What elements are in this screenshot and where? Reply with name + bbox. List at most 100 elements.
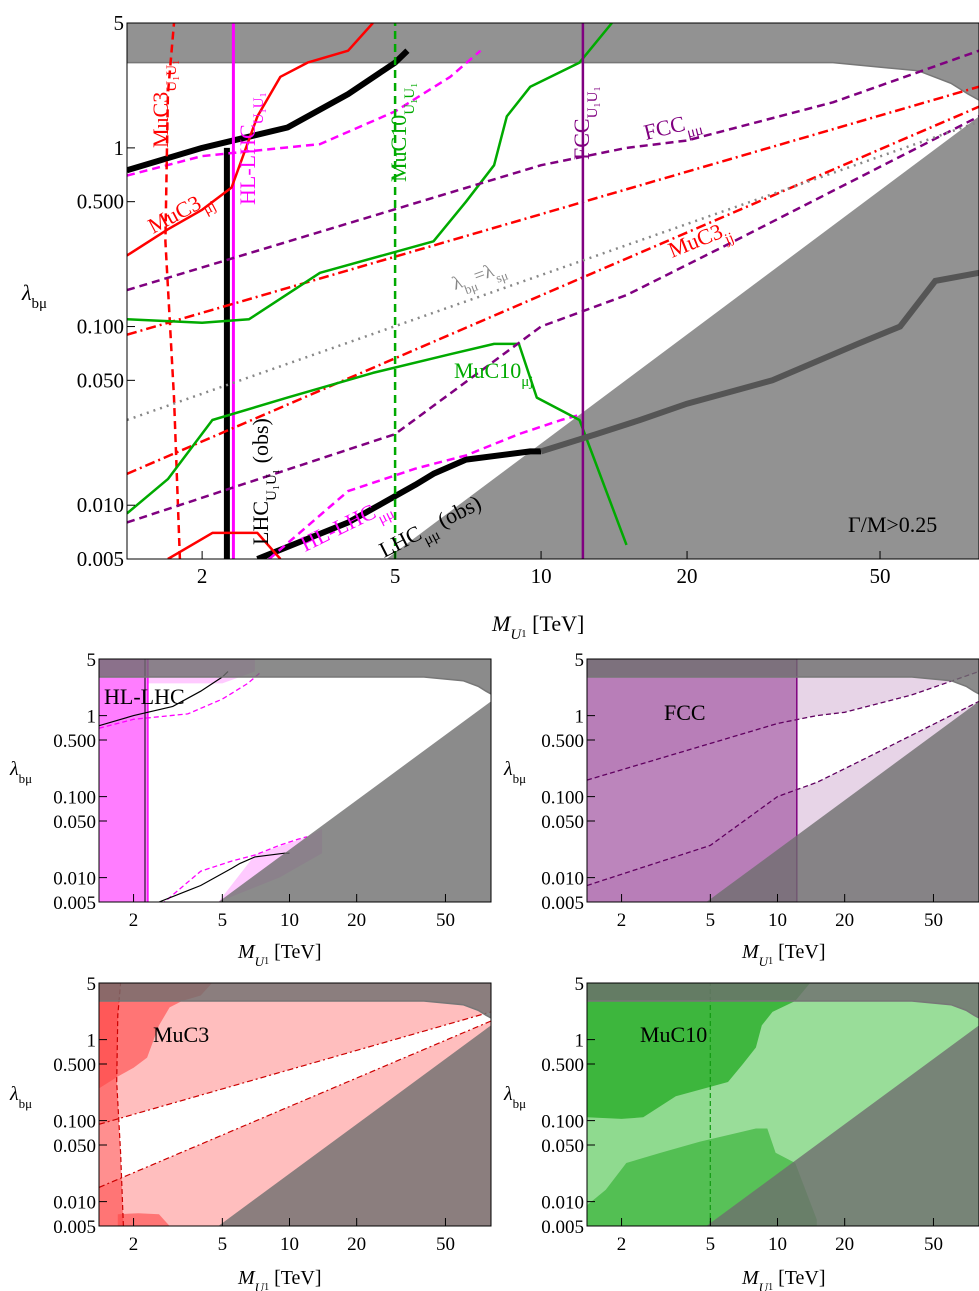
low-coupling-excluded-region: [706, 1025, 979, 1226]
panel-fcc-x-axis-title: MU1 [TeV]: [741, 941, 826, 969]
width-constraint-region: [127, 23, 979, 101]
y-tick-label: 0.010: [53, 1193, 96, 1214]
series-line: [127, 49, 482, 177]
y-tick-label: 5: [575, 650, 585, 671]
panel-muc10-x-axis-title: MU1 [TeV]: [741, 1267, 826, 1291]
hl-mm-line: [99, 671, 263, 729]
excluded-region-mj: [587, 983, 811, 1119]
panel-hl-lhc-x-ticks: 2 5 10 20 50: [129, 894, 455, 931]
x-tick-label: 10: [280, 1234, 299, 1255]
y-tick-label: 0.010: [541, 869, 584, 890]
y-tick-label: 5: [87, 974, 97, 995]
panel-hl-lhc-y-axis-title: λbμ: [9, 758, 32, 786]
panel-muc10-frame: [586, 982, 979, 1227]
x-tick-label: 5: [706, 1234, 716, 1255]
y-tick-label: 0.050: [541, 1136, 584, 1157]
panel-hl-lhc-title: HL-LHC: [104, 684, 185, 709]
main-series: [127, 23, 979, 559]
y-tick-label: 5: [575, 974, 585, 995]
main-grey-regions: [127, 23, 979, 559]
width-constraint-boundary: [99, 1000, 491, 1019]
panel-fcc: 2 5 10 20 50 0.005 0.010 0.050 0.100 0.500 1 5 FCC…: [503, 650, 979, 969]
panel-muc3-x-axis-title: MU1 [TeV]: [237, 1267, 322, 1291]
y-tick-label: 1: [87, 707, 97, 728]
series-line: [127, 342, 628, 546]
panel-muc3: 2 5 10 20 50 0.005 0.010 0.050 0.100 0.500 1 5 MuC…: [9, 974, 492, 1291]
series-line: [127, 105, 979, 475]
width-constraint-boundary: [587, 1000, 979, 1019]
series-line: [256, 448, 542, 559]
x-tick-label: 5: [218, 910, 228, 931]
y-tick-label: 0.100: [53, 1112, 96, 1133]
label-fcc-uu: FCCU₁U₁: [569, 86, 601, 160]
x-tick-label: 10: [280, 910, 299, 931]
x-tick-label: 2: [617, 910, 627, 931]
excluded-region-mj-low: [117, 1213, 170, 1226]
lhc-obs-curve-shaded: [540, 269, 979, 455]
y-tick-label: 0.100: [541, 1112, 584, 1133]
fcc-mm-line: [587, 670, 979, 781]
label-muc10-mj: MuC10μj: [454, 358, 533, 390]
y-tick-label: 0.005: [53, 893, 96, 914]
y-tick-label: 0.010: [541, 1193, 584, 1214]
x-tick-label: 50: [924, 910, 943, 931]
y-tick-label: 0.050: [53, 812, 96, 833]
panel-hl-lhc: 2 5 10 20 50 0.005 0.010 0.050 0.100 0.500 1 5 HL-…: [9, 650, 492, 969]
panel-muc3-x-ticks: 2 5 10 20 50: [129, 1218, 455, 1255]
series-line: [127, 23, 613, 325]
y-tick-label: 0.050: [53, 1136, 96, 1157]
panel-hl-lhc-regions: [99, 659, 491, 902]
excluded-region-uu: [99, 659, 148, 902]
x-tick-label: 20: [347, 1234, 366, 1255]
y-tick-label: 1: [114, 136, 125, 160]
low-coupling-excluded-region: [386, 116, 979, 559]
low-coupling-excluded-region: [218, 1025, 491, 1226]
low-coupling-excluded-region: [218, 701, 491, 902]
panel-muc3-y-ticks: 0.005 0.010 0.050 0.100 0.500 1 5: [53, 974, 107, 1238]
x-tick-label: 20: [835, 1234, 854, 1255]
y-tick-label: 1: [575, 707, 585, 728]
x-tick-label: 5: [218, 1234, 228, 1255]
x-tick-label: 5: [390, 564, 401, 588]
low-coupling-excluded-region: [706, 701, 979, 902]
excluded-region-mj: [99, 983, 213, 1089]
x-tick-label: 20: [835, 910, 854, 931]
y-tick-label: 0.010: [77, 493, 124, 517]
panel-muc10: 2 5 10 20 50 0.005 0.010 0.050 0.100 0.500 1 5 MuC…: [503, 974, 979, 1291]
y-tick-label: 0.100: [541, 788, 584, 809]
x-tick-label: 50: [436, 910, 455, 931]
main-y-axis-title: λbμ: [21, 280, 47, 312]
excluded-region-jj-upper: [99, 983, 491, 1125]
y-tick-label: 5: [87, 650, 97, 671]
y-tick-label: 0.005: [77, 547, 124, 571]
main-x-ticks: 2 5 10 20 50: [197, 551, 891, 588]
panel-muc3-frame: [98, 982, 492, 1227]
width-constraint-boundary: [99, 676, 491, 695]
panel-muc10-regions: [587, 983, 979, 1226]
y-tick-label: 0.100: [77, 315, 124, 339]
series-line: [164, 23, 182, 559]
y-tick-label: 1: [87, 1031, 97, 1052]
panel-fcc-x-ticks: 2 5 10 20 50: [617, 894, 943, 931]
y-tick-label: 1: [575, 1031, 585, 1052]
y-tick-label: 0.010: [53, 869, 96, 890]
panel-fcc-y-ticks: 0.005 0.010 0.050 0.100 0.500 1 5: [541, 650, 595, 914]
y-tick-label: 0.500: [77, 190, 124, 214]
panel-fcc-y-axis-title: λbμ: [503, 758, 526, 786]
main-panel: 2 5 10 20 50 0.005 0.010 0.050 0.100 0.500 1 5 LHC…: [21, 11, 979, 643]
series-line: [127, 85, 979, 336]
label-lhc-uu: LHCU₁U₁ (obs): [248, 418, 280, 545]
y-tick-label: 0.100: [53, 788, 96, 809]
x-tick-label: 10: [531, 564, 552, 588]
series-line: [127, 48, 410, 174]
panel-fcc-title: FCC: [664, 700, 706, 725]
x-tick-label: 50: [436, 1234, 455, 1255]
muc3-jj-low-line: [99, 1020, 491, 1188]
y-tick-label: 0.050: [77, 368, 124, 392]
panel-fcc-frame: [586, 658, 979, 903]
series-line: [267, 413, 580, 559]
x-tick-label: 10: [768, 910, 787, 931]
series-line: [127, 49, 979, 292]
x-tick-label: 5: [706, 910, 716, 931]
